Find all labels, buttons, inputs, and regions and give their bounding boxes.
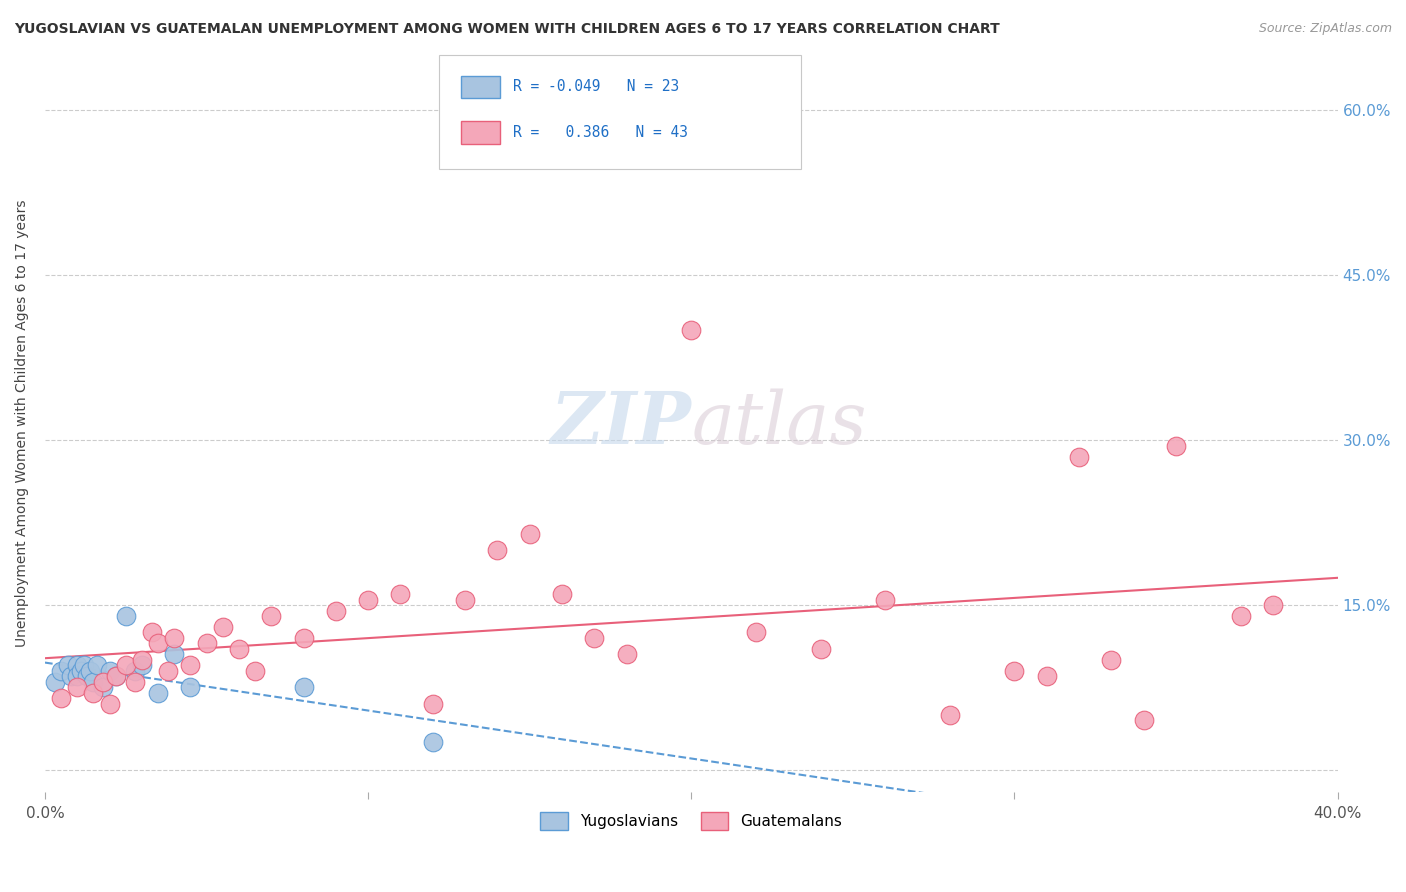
Point	[745, 625, 768, 640]
Point	[146, 686, 169, 700]
Point	[810, 642, 832, 657]
Point	[211, 620, 233, 634]
Point	[44, 675, 66, 690]
Point	[91, 675, 114, 690]
Point	[454, 592, 477, 607]
Point	[66, 681, 89, 695]
Point	[49, 664, 72, 678]
Point	[69, 664, 91, 678]
Point	[422, 697, 444, 711]
Point	[583, 631, 606, 645]
Point	[105, 669, 128, 683]
Point	[616, 648, 638, 662]
Point	[551, 587, 574, 601]
Point	[73, 658, 96, 673]
Text: R =   0.386   N = 43: R = 0.386 N = 43	[513, 125, 688, 140]
Point	[98, 697, 121, 711]
Point	[114, 658, 136, 673]
Point	[56, 658, 79, 673]
Point	[1229, 609, 1251, 624]
Point	[243, 664, 266, 678]
Point	[66, 669, 89, 683]
Point	[76, 669, 98, 683]
Point	[681, 323, 703, 337]
FancyBboxPatch shape	[439, 55, 801, 169]
Text: ZIP: ZIP	[550, 388, 692, 459]
Point	[66, 658, 89, 673]
Point	[91, 681, 114, 695]
FancyBboxPatch shape	[461, 121, 501, 144]
Point	[486, 543, 509, 558]
FancyBboxPatch shape	[461, 76, 501, 98]
Point	[49, 691, 72, 706]
Point	[1069, 450, 1091, 464]
Point	[82, 686, 104, 700]
Point	[1132, 714, 1154, 728]
Point	[146, 636, 169, 650]
Text: Source: ZipAtlas.com: Source: ZipAtlas.com	[1258, 22, 1392, 36]
Text: YUGOSLAVIAN VS GUATEMALAN UNEMPLOYMENT AMONG WOMEN WITH CHILDREN AGES 6 TO 17 YE: YUGOSLAVIAN VS GUATEMALAN UNEMPLOYMENT A…	[14, 22, 1000, 37]
Point	[114, 609, 136, 624]
Point	[179, 681, 201, 695]
Point	[79, 664, 101, 678]
Text: R = -0.049   N = 23: R = -0.049 N = 23	[513, 79, 679, 95]
Point	[422, 735, 444, 749]
Point	[1004, 664, 1026, 678]
Text: atlas: atlas	[692, 388, 868, 458]
Point	[1261, 598, 1284, 612]
Point	[141, 625, 163, 640]
Point	[163, 631, 186, 645]
Point	[195, 636, 218, 650]
Point	[59, 669, 82, 683]
Point	[131, 658, 153, 673]
Point	[1164, 438, 1187, 452]
Point	[98, 664, 121, 678]
Point	[163, 648, 186, 662]
Point	[131, 653, 153, 667]
Legend: Yugoslavians, Guatemalans: Yugoslavians, Guatemalans	[534, 806, 849, 836]
Point	[325, 603, 347, 617]
Point	[124, 664, 146, 678]
Point	[939, 708, 962, 723]
Point	[1036, 669, 1059, 683]
Point	[260, 609, 283, 624]
Point	[292, 681, 315, 695]
Point	[86, 658, 108, 673]
Point	[82, 675, 104, 690]
Point	[124, 675, 146, 690]
Point	[389, 587, 412, 601]
Point	[156, 664, 179, 678]
Point	[519, 526, 541, 541]
Point	[105, 669, 128, 683]
Point	[357, 592, 380, 607]
Point	[875, 592, 897, 607]
Point	[1099, 653, 1122, 667]
Y-axis label: Unemployment Among Women with Children Ages 6 to 17 years: Unemployment Among Women with Children A…	[15, 200, 30, 648]
Point	[228, 642, 250, 657]
Point	[292, 631, 315, 645]
Point	[179, 658, 201, 673]
